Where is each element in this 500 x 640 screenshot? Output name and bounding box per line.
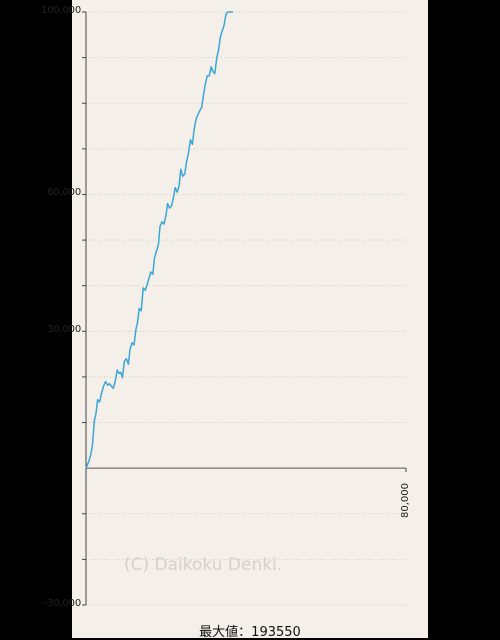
series-line [85,11,233,469]
y-tick-label: 60,000 [47,187,81,199]
y-tick-label: -30,000 [43,598,81,609]
y-tick-label: 100,000 [41,5,81,16]
chart-panel [72,0,428,638]
watermark-text: (C) Daikoku Denki. [124,555,283,575]
x-tick-label: 80,000 [400,483,411,519]
max-value-label: 最大値：193550 [199,625,301,640]
y-tick-label: 30,000 [47,324,81,336]
